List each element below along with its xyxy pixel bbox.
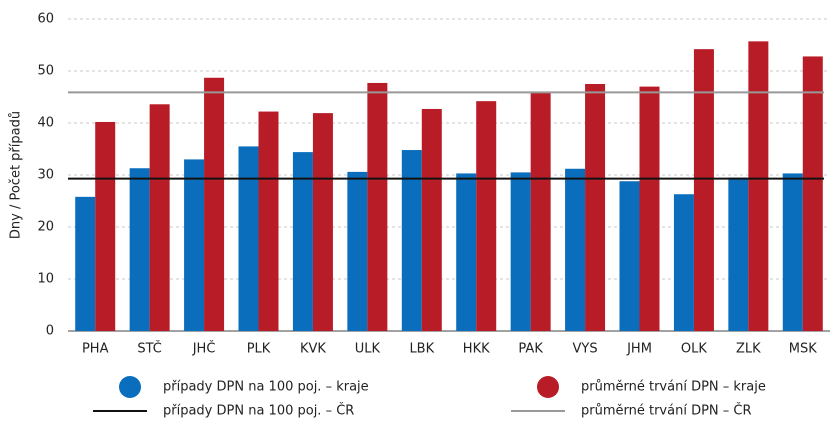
y-tick-label: 20 [37,220,54,235]
bar [95,121,116,332]
y-axis-label: Dny / Počet případů [9,111,24,239]
y-tick-label: 0 [46,324,54,339]
bar [367,82,388,332]
x-tick-label: PAK [518,342,543,357]
y-tick-label: 10 [37,272,54,287]
bar [510,172,531,331]
y-tick-label: 50 [37,64,54,79]
x-tick-label: LBK [409,342,434,357]
bar [748,41,769,332]
x-tick-label: OLK [681,342,707,357]
legend-marker [537,376,559,398]
bar [75,196,96,331]
bar [238,146,259,331]
x-tick-label: PHA [82,342,109,357]
bar [401,150,422,331]
legend-marker [119,376,141,398]
bar [476,101,497,331]
bar [149,104,170,331]
x-tick-label: KVK [300,342,326,357]
bar [802,56,823,331]
bar [456,173,477,331]
bar [347,171,368,331]
bar [585,84,606,331]
bar [184,159,205,331]
bar [312,113,333,332]
legend-label: případy DPN na 100 poj. – kraje [163,380,369,395]
x-tick-label: MSK [789,342,817,357]
x-tick-label: ZLK [736,342,761,357]
bar [129,168,150,331]
y-tick-label: 40 [37,116,54,131]
bar [421,108,442,332]
y-tick-label: 30 [37,168,54,183]
bar [639,86,660,331]
bar [673,194,694,331]
bar [258,111,279,331]
bar [204,77,225,331]
legend-label: případy DPN na 100 poj. – ČR [163,403,354,419]
x-tick-label: PLK [247,342,271,357]
bar [619,181,640,331]
x-tick-label: STČ [137,341,162,357]
bar [693,49,714,331]
bar [782,173,803,331]
y-tick-label: 60 [37,12,54,27]
x-tick-label: JHČ [192,341,216,357]
bar [728,177,749,331]
bar [292,152,313,331]
legend-label: průměrné trvání DPN – ČR [581,403,752,419]
x-tick-label: VYS [573,342,598,357]
x-tick-label: ULK [355,342,381,357]
legend-label: průměrné trvání DPN – kraje [581,380,766,395]
bar [530,91,551,331]
x-tick-label: HKK [463,342,490,357]
bar [565,168,586,331]
x-tick-label: JHM [626,342,652,357]
